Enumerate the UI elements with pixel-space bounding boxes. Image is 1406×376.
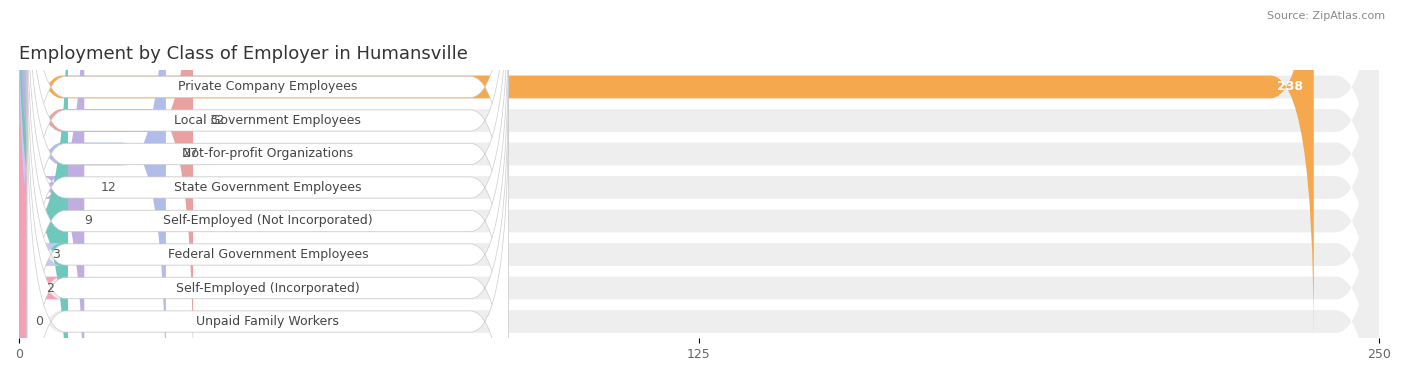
FancyBboxPatch shape xyxy=(0,31,62,376)
Text: 0: 0 xyxy=(35,315,44,328)
FancyBboxPatch shape xyxy=(27,0,509,376)
FancyBboxPatch shape xyxy=(27,30,509,376)
FancyBboxPatch shape xyxy=(20,0,1379,376)
FancyBboxPatch shape xyxy=(20,65,1379,376)
FancyBboxPatch shape xyxy=(27,97,509,376)
Text: Local Government Employees: Local Government Employees xyxy=(174,114,361,127)
Text: Unpaid Family Workers: Unpaid Family Workers xyxy=(197,315,339,328)
FancyBboxPatch shape xyxy=(27,0,509,344)
FancyBboxPatch shape xyxy=(20,0,1379,376)
FancyBboxPatch shape xyxy=(27,0,509,376)
FancyBboxPatch shape xyxy=(20,31,1379,376)
FancyBboxPatch shape xyxy=(20,0,1379,376)
FancyBboxPatch shape xyxy=(27,64,509,376)
Text: 27: 27 xyxy=(183,147,198,161)
FancyBboxPatch shape xyxy=(0,0,62,376)
Text: 9: 9 xyxy=(84,214,93,227)
FancyBboxPatch shape xyxy=(20,0,67,376)
Text: 12: 12 xyxy=(101,181,117,194)
FancyBboxPatch shape xyxy=(20,0,1379,376)
FancyBboxPatch shape xyxy=(20,0,1313,344)
FancyBboxPatch shape xyxy=(27,0,509,311)
FancyBboxPatch shape xyxy=(20,0,193,376)
Text: Not-for-profit Organizations: Not-for-profit Organizations xyxy=(183,147,353,161)
Text: 32: 32 xyxy=(209,114,225,127)
Text: Federal Government Employees: Federal Government Employees xyxy=(167,248,368,261)
FancyBboxPatch shape xyxy=(20,0,166,376)
Text: 3: 3 xyxy=(52,248,59,261)
Text: 238: 238 xyxy=(1277,80,1303,94)
Text: Private Company Employees: Private Company Employees xyxy=(179,80,357,94)
FancyBboxPatch shape xyxy=(20,0,1379,376)
Text: Self-Employed (Incorporated): Self-Employed (Incorporated) xyxy=(176,282,360,294)
Text: State Government Employees: State Government Employees xyxy=(174,181,361,194)
Text: Source: ZipAtlas.com: Source: ZipAtlas.com xyxy=(1267,11,1385,21)
FancyBboxPatch shape xyxy=(20,0,1379,344)
Text: Self-Employed (Not Incorporated): Self-Employed (Not Incorporated) xyxy=(163,214,373,227)
Text: Employment by Class of Employer in Humansville: Employment by Class of Employer in Human… xyxy=(20,45,468,63)
Text: 2: 2 xyxy=(46,282,53,294)
FancyBboxPatch shape xyxy=(27,0,509,376)
FancyBboxPatch shape xyxy=(20,0,84,376)
